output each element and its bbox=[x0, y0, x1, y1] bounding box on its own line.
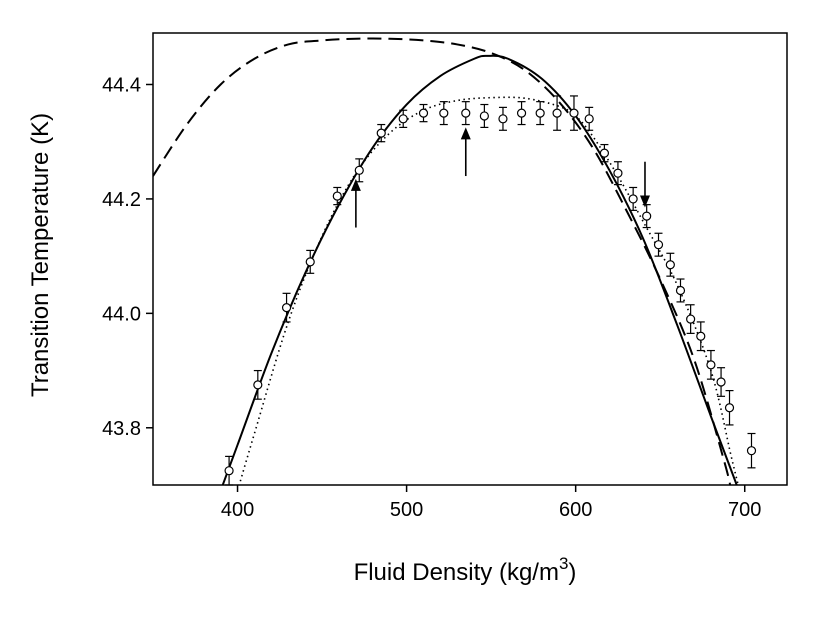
point-marker bbox=[376, 128, 386, 138]
arrow-down bbox=[639, 161, 650, 208]
data-point bbox=[653, 232, 664, 257]
point-marker bbox=[305, 257, 315, 267]
data-point bbox=[716, 367, 726, 397]
data-point bbox=[516, 101, 527, 126]
data-point bbox=[665, 252, 675, 277]
data-point bbox=[706, 349, 716, 380]
point-marker bbox=[253, 380, 263, 390]
point-marker bbox=[675, 285, 686, 296]
plot-frame bbox=[152, 32, 788, 486]
points-layer bbox=[224, 95, 757, 486]
data-point bbox=[746, 432, 757, 469]
y-tick-label: 44.2 bbox=[102, 189, 141, 211]
point-marker bbox=[569, 108, 579, 118]
point-marker bbox=[599, 148, 610, 158]
data-point bbox=[418, 103, 429, 123]
point-marker bbox=[479, 111, 489, 121]
data-point bbox=[224, 455, 234, 486]
point-marker bbox=[706, 360, 716, 370]
solid-curve bbox=[221, 54, 738, 485]
y-tick-label: 44.0 bbox=[102, 303, 141, 325]
point-marker bbox=[498, 114, 508, 124]
data-point bbox=[398, 109, 408, 129]
arrows-layer bbox=[350, 127, 650, 228]
data-point bbox=[628, 186, 638, 211]
x-axis-title-superscript: 3 bbox=[559, 554, 568, 573]
y-tick-label: 44.4 bbox=[102, 74, 141, 96]
arrow-up bbox=[460, 127, 471, 177]
data-point bbox=[569, 95, 579, 131]
point-marker bbox=[746, 446, 757, 456]
point-marker bbox=[613, 168, 623, 178]
data-point bbox=[332, 186, 342, 206]
point-marker bbox=[332, 191, 342, 201]
dashed-curve bbox=[153, 37, 732, 485]
point-marker bbox=[716, 377, 726, 387]
x-axis-title: Fluid Density (kg/m3) bbox=[354, 554, 577, 586]
point-marker bbox=[354, 165, 364, 175]
data-point bbox=[675, 278, 686, 303]
point-marker bbox=[584, 114, 594, 124]
data-point bbox=[498, 106, 508, 131]
axes-layer: 400 500 600 700 43.8 44.0 44.2 44.4 bbox=[102, 74, 761, 521]
point-marker bbox=[418, 108, 429, 118]
point-marker bbox=[653, 240, 664, 250]
data-point bbox=[479, 103, 489, 129]
data-point bbox=[439, 101, 449, 126]
data-point bbox=[599, 143, 610, 163]
data-point bbox=[376, 123, 386, 143]
point-marker bbox=[224, 466, 234, 476]
data-point bbox=[253, 369, 263, 400]
point-marker bbox=[516, 108, 527, 118]
point-marker bbox=[461, 108, 471, 118]
data-point bbox=[642, 204, 652, 229]
x-tick-label: 400 bbox=[221, 499, 254, 521]
data-point bbox=[724, 389, 735, 426]
data-point bbox=[696, 321, 706, 352]
point-marker bbox=[696, 331, 706, 341]
point-marker bbox=[535, 108, 545, 118]
dotted-curve bbox=[238, 96, 740, 485]
point-marker bbox=[642, 211, 652, 221]
data-point bbox=[305, 249, 315, 274]
x-axis-title-suffix: ) bbox=[568, 559, 576, 586]
point-marker bbox=[686, 314, 696, 324]
data-point bbox=[686, 304, 696, 334]
x-tick-label: 700 bbox=[728, 499, 761, 521]
point-marker bbox=[398, 114, 408, 124]
point-marker bbox=[724, 403, 735, 413]
data-point bbox=[281, 292, 292, 323]
arrow-up bbox=[350, 178, 361, 228]
data-point bbox=[613, 161, 623, 186]
data-point bbox=[584, 106, 594, 131]
data-point bbox=[552, 95, 562, 131]
x-tick-label: 600 bbox=[559, 499, 592, 521]
x-axis-title-main: Fluid Density (kg/m bbox=[354, 559, 559, 586]
data-point bbox=[461, 101, 471, 126]
curves-layer bbox=[153, 37, 740, 485]
point-marker bbox=[439, 108, 449, 118]
point-marker bbox=[552, 108, 562, 118]
data-point bbox=[535, 101, 545, 126]
y-tick-label: 43.8 bbox=[102, 418, 141, 440]
x-tick-label: 500 bbox=[390, 499, 423, 521]
y-axis-title: Transition Temperature (K) bbox=[27, 113, 54, 397]
point-marker bbox=[665, 260, 675, 270]
point-marker bbox=[628, 194, 638, 204]
point-marker bbox=[281, 303, 292, 313]
